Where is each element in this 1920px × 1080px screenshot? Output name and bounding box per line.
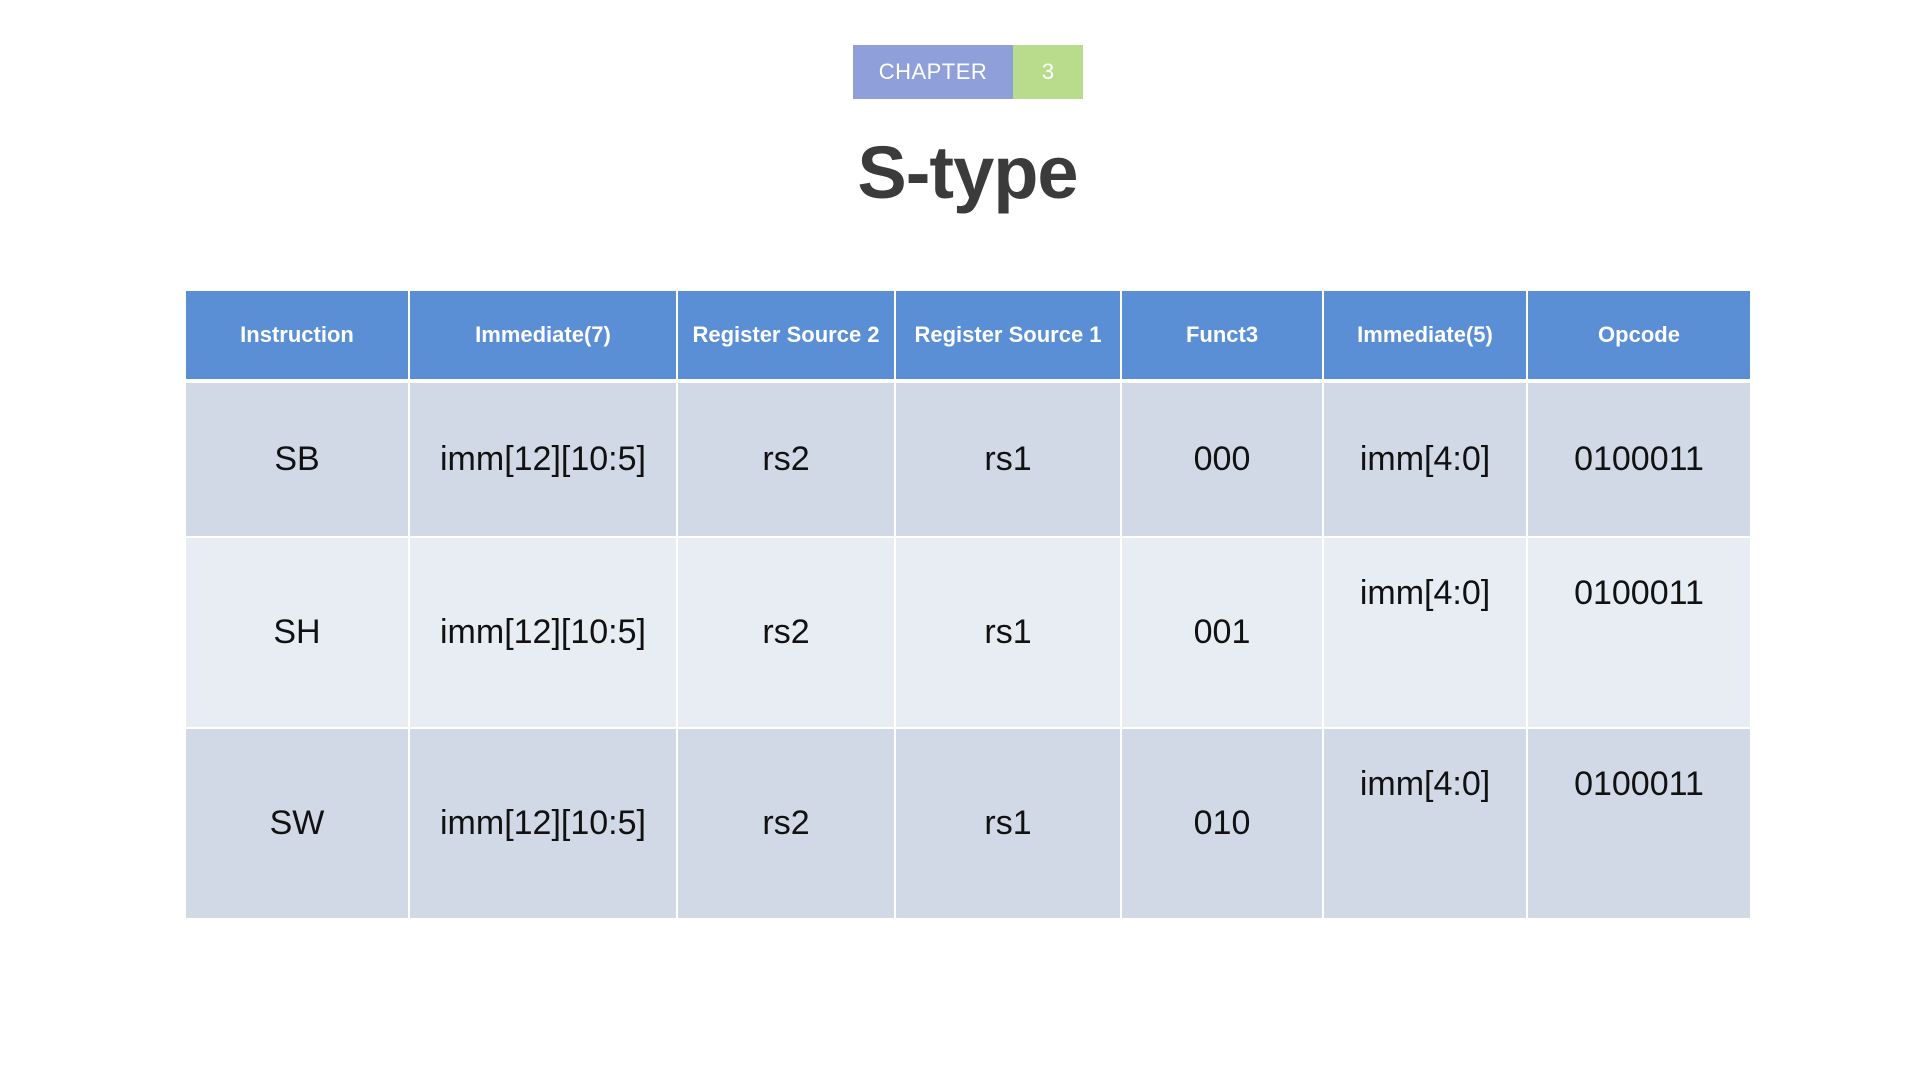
header-register-source-2: Register Source 2 [677,291,896,383]
cell-instruction: SW [186,728,410,920]
cell-immediate-7: imm[12][10:5] [409,728,678,920]
header-funct3: Funct3 [1121,291,1324,383]
instruction-table: Instruction Immediate(7) Register Source… [186,291,1750,920]
cell-register-source-2: rs2 [677,728,896,920]
cell-register-source-1: rs1 [895,381,1122,538]
chapter-label: CHAPTER [853,45,1013,99]
chapter-number: 3 [1013,45,1083,99]
cell-funct3: 000 [1121,381,1324,538]
table-row: SW imm[12][10:5] rs2 rs1 010 imm[4:0] 01… [186,728,1750,920]
chapter-badge: CHAPTER 3 [853,45,1083,99]
cell-immediate-5: imm[4:0] [1323,728,1528,920]
cell-register-source-1: rs1 [895,537,1122,729]
cell-immediate-7: imm[12][10:5] [409,537,678,729]
cell-immediate-7: imm[12][10:5] [409,381,678,538]
cell-register-source-2: rs2 [677,381,896,538]
header-immediate-5: Immediate(5) [1323,291,1528,383]
cell-register-source-2: rs2 [677,537,896,729]
header-immediate-7: Immediate(7) [409,291,678,383]
table-row: SB imm[12][10:5] rs2 rs1 000 imm[4:0] 01… [186,381,1750,538]
table-row: SH imm[12][10:5] rs2 rs1 001 imm[4:0] 01… [186,537,1750,729]
table-header-row: Instruction Immediate(7) Register Source… [186,291,1750,383]
cell-funct3: 010 [1121,728,1324,920]
cell-opcode: 0100011 [1527,728,1750,920]
header-opcode: Opcode [1527,291,1750,383]
slide-title: S-type [857,131,1078,214]
cell-funct3: 001 [1121,537,1324,729]
cell-register-source-1: rs1 [895,728,1122,920]
cell-immediate-5: imm[4:0] [1323,537,1528,729]
cell-immediate-5: imm[4:0] [1323,381,1528,538]
header-instruction: Instruction [186,291,410,383]
cell-opcode: 0100011 [1527,537,1750,729]
cell-opcode: 0100011 [1527,381,1750,538]
header-register-source-1: Register Source 1 [895,291,1122,383]
cell-instruction: SH [186,537,410,729]
cell-instruction: SB [186,381,410,538]
